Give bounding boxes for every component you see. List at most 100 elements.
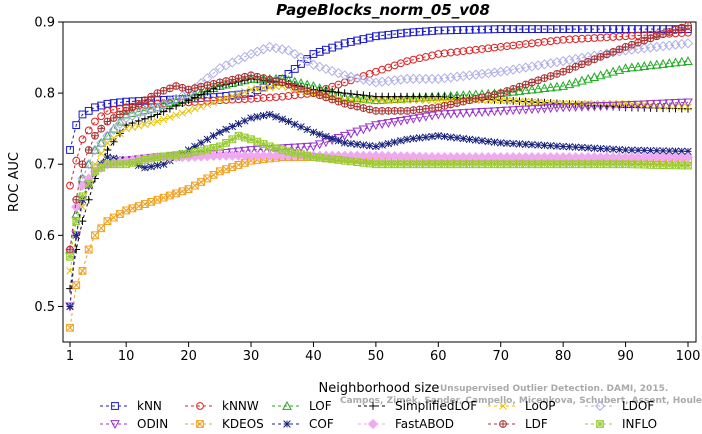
data-point-knnw bbox=[584, 34, 593, 43]
data-point-cof bbox=[447, 133, 455, 141]
data-point-loop bbox=[509, 97, 517, 105]
data-point-lof bbox=[364, 94, 375, 104]
legend-marker bbox=[367, 418, 379, 430]
data-point-cof bbox=[147, 162, 155, 171]
data-point-kdeos bbox=[147, 198, 156, 206]
data-point-knn bbox=[434, 26, 443, 35]
data-point-inflo bbox=[209, 143, 218, 152]
data-point-kdeos bbox=[122, 206, 131, 215]
data-point-odin bbox=[314, 140, 325, 150]
data-point-knnw bbox=[621, 32, 630, 41]
data-point-cof bbox=[234, 119, 243, 128]
legend-label: LoOP bbox=[525, 399, 556, 413]
plot-series bbox=[64, 21, 694, 332]
legend-marker bbox=[111, 402, 119, 410]
legend-label: kNNW bbox=[222, 399, 259, 413]
data-point-lof bbox=[545, 82, 556, 92]
data-point-loop bbox=[434, 96, 443, 104]
data-point-ldof bbox=[314, 61, 325, 72]
legend-marker bbox=[282, 400, 292, 410]
data-point-cof bbox=[646, 146, 655, 155]
x-tick-label: 60 bbox=[430, 349, 447, 364]
data-point-loop bbox=[353, 96, 361, 104]
data-point-odin bbox=[514, 105, 525, 115]
data-point-cof bbox=[253, 113, 262, 121]
data-point-lof bbox=[676, 56, 687, 66]
data-point-cof bbox=[628, 146, 636, 154]
data-point-knn bbox=[328, 43, 337, 52]
data-point-odin bbox=[302, 142, 313, 152]
data-point-cof bbox=[216, 128, 224, 136]
data-point-loop bbox=[378, 96, 386, 104]
series-line-odin bbox=[69, 101, 689, 307]
data-point-ldf bbox=[240, 72, 249, 81]
data-point-inflo bbox=[84, 179, 93, 188]
legend-marker bbox=[596, 420, 604, 428]
data-point-odin bbox=[608, 101, 618, 111]
legend-marker bbox=[283, 420, 291, 428]
data-point-kdeos bbox=[197, 178, 205, 186]
data-point-ldf bbox=[103, 117, 112, 126]
data-point-loop bbox=[496, 96, 505, 104]
data-point-odin bbox=[371, 121, 381, 131]
data-point-knn bbox=[66, 146, 74, 154]
series-ldf bbox=[66, 21, 692, 254]
data-point-knnw bbox=[428, 51, 436, 60]
data-point-ldf bbox=[122, 106, 131, 115]
data-point-odin bbox=[346, 129, 356, 139]
data-point-ldf bbox=[272, 77, 280, 85]
data-point-knnw bbox=[272, 93, 280, 101]
data-point-simplifiedlof bbox=[190, 93, 199, 102]
data-point-inflo bbox=[297, 150, 305, 159]
data-point-cof bbox=[621, 146, 630, 154]
data-point-knn bbox=[253, 86, 262, 95]
data-point-knn bbox=[116, 98, 124, 107]
data-point-odin bbox=[683, 98, 693, 108]
data-point-ldof bbox=[295, 52, 307, 63]
data-point-odin bbox=[389, 118, 400, 127]
data-point-ldof bbox=[345, 71, 357, 82]
data-point-ldf bbox=[490, 90, 499, 99]
legend-label: ODIN bbox=[137, 417, 168, 431]
data-point-inflo bbox=[91, 167, 99, 176]
data-point-cof bbox=[191, 142, 199, 151]
x-tick-label: 30 bbox=[243, 349, 260, 364]
x-tick-label: 1 bbox=[66, 349, 74, 364]
data-point-kdeos bbox=[66, 323, 74, 332]
x-axis-label: Neighborhood size bbox=[319, 381, 440, 396]
data-point-ldof bbox=[96, 137, 107, 148]
data-point-odin bbox=[352, 127, 362, 137]
series-line-fastabod bbox=[69, 155, 688, 250]
data-point-cof bbox=[134, 161, 143, 170]
data-point-lof bbox=[96, 137, 107, 147]
data-point-cof bbox=[141, 164, 149, 172]
data-point-odin bbox=[651, 99, 662, 109]
data-point-ldf bbox=[97, 124, 106, 133]
data-point-odin bbox=[445, 109, 456, 119]
data-point-cof bbox=[284, 117, 293, 126]
data-point-odin bbox=[452, 109, 462, 119]
legend-item-inflo: INFLO bbox=[585, 417, 657, 431]
data-point-knnw bbox=[421, 52, 430, 61]
data-point-knn bbox=[222, 92, 230, 100]
data-point-loop bbox=[134, 122, 143, 130]
data-point-ldf bbox=[409, 106, 418, 115]
data-point-loop bbox=[141, 120, 149, 129]
data-point-cof bbox=[359, 141, 368, 149]
x-axis: 1 10 20 30 40 50 60 70 80 90 100 bbox=[66, 342, 700, 364]
data-point-loop bbox=[228, 92, 237, 100]
data-point-ldf bbox=[215, 78, 224, 87]
data-point-odin bbox=[289, 143, 300, 153]
data-point-fastabod bbox=[682, 152, 694, 163]
data-point-lof bbox=[645, 60, 656, 70]
data-point-ldf bbox=[484, 92, 493, 100]
legend-item-lof: LOF bbox=[272, 399, 332, 413]
data-point-loop bbox=[447, 96, 455, 104]
data-point-cof bbox=[384, 139, 393, 148]
data-point-inflo bbox=[197, 146, 205, 155]
data-point-kdeos bbox=[134, 202, 143, 211]
data-point-ldf bbox=[253, 72, 262, 81]
data-point-cof bbox=[378, 141, 386, 149]
data-point-cof bbox=[603, 145, 611, 153]
data-point-ldf bbox=[259, 74, 268, 83]
